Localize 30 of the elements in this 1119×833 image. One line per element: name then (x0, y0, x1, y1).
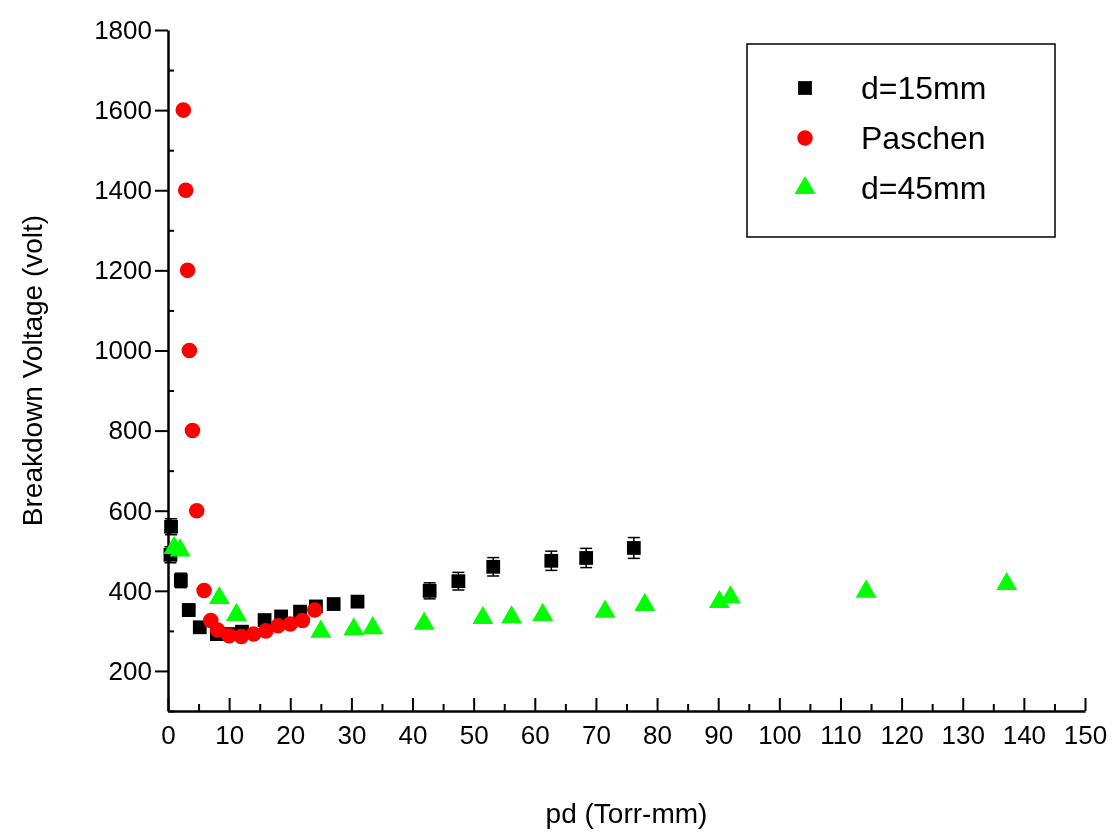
y-tick-label: 200 (108, 655, 152, 686)
x-tick-label: 140 (1002, 719, 1047, 750)
x-tick-label: 10 (215, 719, 245, 750)
y-tick-label: 1600 (94, 94, 152, 125)
x-tick-label: 0 (161, 719, 176, 750)
x-tick-label: 130 (941, 719, 985, 750)
y-tick-label: 400 (108, 575, 152, 606)
x-tick-label: 90 (704, 719, 734, 750)
x-tick-label: 70 (581, 719, 611, 750)
x-axis-title: pd (Torr-mm) (545, 798, 708, 829)
y-tick-label: 1400 (94, 175, 152, 206)
legend-label: d=15mm (861, 70, 987, 106)
x-tick-label: 100 (758, 719, 802, 750)
y-tick-label: 600 (108, 495, 152, 526)
x-tick-label: 30 (337, 719, 367, 750)
legend-label: Paschen (861, 120, 986, 156)
y-tick-label: 1000 (94, 335, 152, 366)
y-axis-title: Breakdown Voltage (volt) (17, 214, 48, 527)
x-tick-label: 50 (459, 719, 489, 750)
x-tick-label: 120 (880, 719, 924, 750)
y-tick-label: 800 (108, 415, 152, 446)
x-tick-label: 80 (643, 719, 673, 750)
x-tick-label: 20 (276, 719, 306, 750)
x-tick-label: 40 (398, 719, 428, 750)
x-tick-label: 60 (520, 719, 550, 750)
legend-label: d=45mm (861, 170, 987, 206)
y-tick-label: 1200 (94, 255, 152, 286)
y-tick-label: 1800 (94, 14, 152, 45)
x-tick-label: 110 (820, 719, 862, 750)
x-tick-label: 150 (1063, 719, 1108, 750)
